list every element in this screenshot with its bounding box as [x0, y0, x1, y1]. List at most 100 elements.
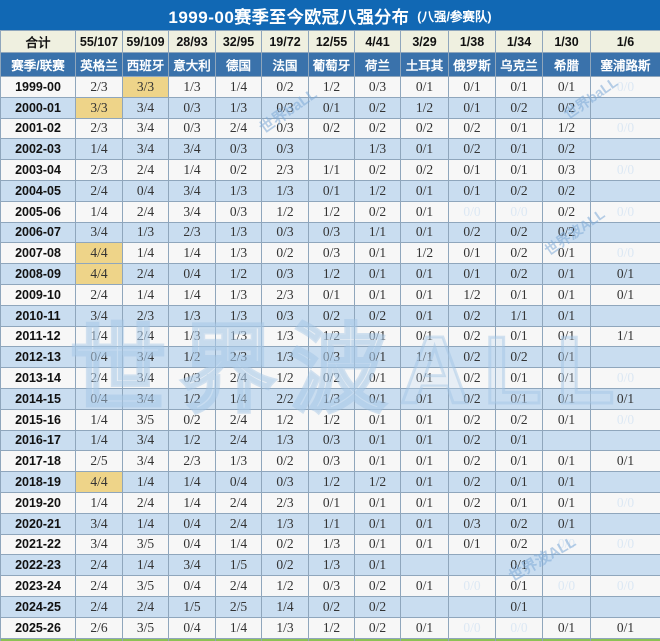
qf-cell: 0/1 [448, 533, 496, 556]
qf-cell: 1/4 [215, 533, 262, 556]
qf-cell: 4/4 [75, 242, 123, 265]
qf-cell: 0/2 [308, 595, 355, 618]
qf-cell: 1/3 [215, 96, 262, 119]
qf-cell: 0/1 [400, 221, 449, 244]
qf-cell: 0/1 [354, 533, 401, 556]
total-cell: 1/30 [542, 30, 591, 53]
qf-cell: 1/5 [168, 595, 216, 618]
qf-cell: 0/2 [495, 221, 543, 244]
qf-cell: 0/1 [495, 325, 543, 348]
season-label: 2013-14 [0, 367, 76, 389]
qf-cell: 2/5 [215, 595, 262, 618]
qf-cell: 0/3 [308, 575, 355, 597]
qf-cell: 0/2 [495, 408, 543, 431]
qf-cell: 1/4 [215, 616, 262, 639]
qf-cell: 0/1 [400, 138, 449, 161]
qf-cell: 0/3 [168, 117, 216, 140]
qf-cell: 1/3 [122, 221, 169, 244]
qf-cell [448, 595, 496, 618]
qf-cell: 0/3 [354, 76, 401, 98]
qf-cell: 0/0 [590, 533, 660, 556]
qf-cell: 0/2 [448, 346, 496, 369]
qf-cell: 0/2 [448, 138, 496, 161]
qf-cell: 0/1 [448, 263, 496, 285]
table-row: 2003-04 2/3 2/4 1/4 0/2 2/3 1/1 0/2 0/2 0/1 0/1 0/3… [0, 159, 660, 181]
qf-cell: 0/2 [448, 491, 496, 514]
qf-cell: 0/1 [354, 263, 401, 285]
qf-cell: 3/4 [75, 512, 123, 535]
qf-cell: 1/1 [400, 346, 449, 369]
qf-cell: 2/4 [215, 491, 262, 514]
qf-cell [542, 429, 591, 452]
qf-cell: 1/3 [215, 450, 262, 473]
qf-cell: 0/2 [448, 408, 496, 431]
qf-cell: 2/4 [122, 595, 169, 618]
qf-cell: 0/3 [308, 450, 355, 473]
qf-cell: 3/4 [122, 387, 169, 410]
qf-cell: 1/3 [308, 533, 355, 556]
table-row: 2009-10 2/4 1/4 1/4 1/3 2/3 0/1 0/1 0/1 1/2 0/1 0/1… [0, 283, 660, 306]
qf-cell: 0/1 [542, 450, 591, 473]
season-label: 2018-19 [0, 471, 76, 493]
table-row: 2005-06 1/4 2/4 3/4 0/3 1/2 1/2 0/2 0/1 0/0 0/0 0/2… [0, 200, 660, 223]
qf-cell: 1/2 [261, 367, 309, 389]
table-row: 2006-07 3/4 1/3 2/3 1/3 0/3 0/3 1/1 0/1 0/2 0/2 0/2 [0, 221, 660, 244]
season-label: 2002-03 [0, 138, 76, 161]
qf-cell: 2/4 [75, 595, 123, 618]
qf-cell: 0/3 [308, 429, 355, 452]
qf-cell: 3/5 [122, 575, 169, 597]
season-label: 2012-13 [0, 346, 76, 369]
qf-cell: 3/4 [122, 117, 169, 140]
qf-cell: 2/3 [75, 76, 123, 98]
qf-cell: 0/1 [400, 200, 449, 223]
qf-cell: 2/3 [168, 450, 216, 473]
qf-cell: 0/1 [354, 554, 401, 577]
qf-cell: 0/1 [495, 283, 543, 306]
qf-cell: 0/2 [308, 117, 355, 140]
qf-cell: 0/4 [168, 263, 216, 285]
qf-cell: 2/4 [215, 575, 262, 597]
season-label: 2022-23 [0, 554, 76, 577]
qf-cell: 2/2 [261, 387, 309, 410]
qf-cell: 0/4 [75, 346, 123, 369]
qf-cell: 0/0 [542, 533, 591, 556]
qf-cell: 0/1 [542, 387, 591, 410]
qf-cell: 0/1 [542, 616, 591, 639]
qf-cell: 0/3 [308, 346, 355, 369]
qf-cell: 0/2 [542, 200, 591, 223]
qf-cell: 0/1 [354, 408, 401, 431]
title-note: (八强/参赛队) [417, 9, 492, 24]
qf-cell: 1/4 [168, 283, 216, 306]
column-header: 塞浦路斯 [590, 52, 660, 77]
qf-cell: 0/1 [354, 242, 401, 265]
qf-cell: 0/1 [400, 471, 449, 493]
qf-cell: 0/4 [168, 533, 216, 556]
qf-cell [590, 429, 660, 452]
qf-cell: 1/2 [308, 76, 355, 98]
column-header: 英格兰 [75, 52, 123, 77]
qf-cell: 3/4 [122, 367, 169, 389]
qf-cell: 0/2 [400, 159, 449, 181]
table-row: 2016-17 1/4 3/4 1/2 2/4 1/3 0/3 0/1 0/1 0/2 0/1 [0, 429, 660, 452]
total-cell: 1/34 [495, 30, 543, 53]
qf-cell: 0/3 [261, 96, 309, 119]
qf-cell: 0/1 [308, 283, 355, 306]
qf-cell: 1/3 [215, 242, 262, 265]
qf-cell: 1/2 [308, 616, 355, 639]
qf-cell: 0/1 [495, 471, 543, 493]
qf-cell: 0/1 [354, 325, 401, 348]
qf-cell: 2/6 [75, 616, 123, 639]
season-label: 2007-08 [0, 242, 76, 265]
table-row: 2022-23 2/4 1/4 3/4 1/5 0/2 1/3 0/1 0/1 [0, 554, 660, 577]
qf-cell: 0/2 [400, 117, 449, 140]
qf-cell: 1/2 [400, 242, 449, 265]
total-cell: 32/95 [215, 30, 262, 53]
qf-cell: 0/1 [400, 283, 449, 306]
qf-cell: 0/0 [590, 76, 660, 98]
qf-cell: 0/2 [448, 471, 496, 493]
qf-cell: 2/4 [75, 554, 123, 577]
table-row: 2025-26 2/6 3/5 0/4 1/4 1/3 1/2 0/2 0/1 0/0 0/0 0/1… [0, 616, 660, 639]
qf-cell: 0/1 [495, 117, 543, 140]
qf-cell: 0/2 [168, 408, 216, 431]
qf-cell: 0/2 [354, 595, 401, 618]
